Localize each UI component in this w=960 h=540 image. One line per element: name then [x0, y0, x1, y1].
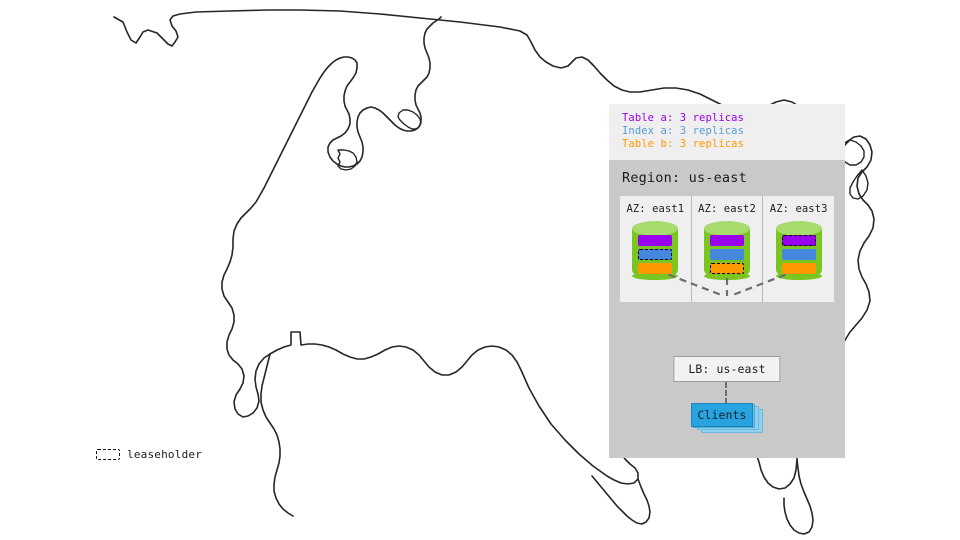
replica-bars-east1	[638, 235, 673, 274]
replica-index-a-east2	[710, 249, 744, 260]
clients-card-front[interactable]: Clients	[691, 403, 753, 427]
az-cell-east1[interactable]: AZ: east1	[620, 196, 691, 302]
az-label-east3: AZ: east3	[769, 203, 828, 215]
replica-table-a-east3	[781, 235, 816, 246]
replica-index-a-east1	[638, 249, 673, 260]
deployment-diagram: Table a: 3 replicas Index a: 3 replicas …	[609, 104, 845, 458]
node-east2[interactable]	[704, 221, 750, 283]
legend-row-index-a: Index a: 3 replicas	[622, 125, 745, 137]
cylinder-top-icon	[704, 221, 750, 236]
replica-legend: Table a: 3 replicas Index a: 3 replicas …	[609, 104, 845, 160]
replica-table-b-east2	[710, 263, 744, 274]
az-label-east2: AZ: east2	[698, 203, 756, 215]
legend-row-table-a: Table a: 3 replicas	[622, 112, 745, 124]
replica-table-a-east1	[638, 235, 673, 246]
node-east3[interactable]	[775, 221, 822, 283]
load-balancer-label: LB: us-east	[688, 362, 766, 376]
leaseholder-key-label: leaseholder	[127, 448, 203, 461]
lb-clients-connector	[725, 382, 729, 404]
load-balancer-box[interactable]: LB: us-east	[673, 356, 781, 382]
region-panel: Region: us-east AZ: east1 AZ:	[609, 160, 845, 458]
replica-table-b-east3	[781, 263, 816, 274]
clients-label: Clients	[697, 408, 747, 422]
leaseholder-swatch-icon	[96, 449, 120, 460]
az-row: AZ: east1 AZ: east2	[620, 196, 834, 302]
replica-bars-east3	[781, 235, 816, 274]
replica-bars-east2	[710, 235, 744, 274]
az-cell-east2[interactable]: AZ: east2	[690, 196, 763, 302]
cylinder-top-icon	[775, 221, 822, 236]
region-title: Region: us-east	[622, 170, 747, 186]
clients-stack[interactable]: Clients	[691, 403, 763, 433]
leaseholder-key: leaseholder	[96, 448, 202, 461]
replica-table-b-east1	[638, 263, 673, 274]
az-cell-east3[interactable]: AZ: east3	[762, 196, 834, 302]
cylinder-top-icon	[632, 221, 679, 236]
replica-table-a-east2	[710, 235, 744, 246]
replica-index-a-east3	[781, 249, 816, 260]
az-label-east1: AZ: east1	[626, 203, 685, 215]
node-east1[interactable]	[632, 221, 679, 283]
legend-row-table-b: Table b: 3 replicas	[622, 138, 745, 150]
